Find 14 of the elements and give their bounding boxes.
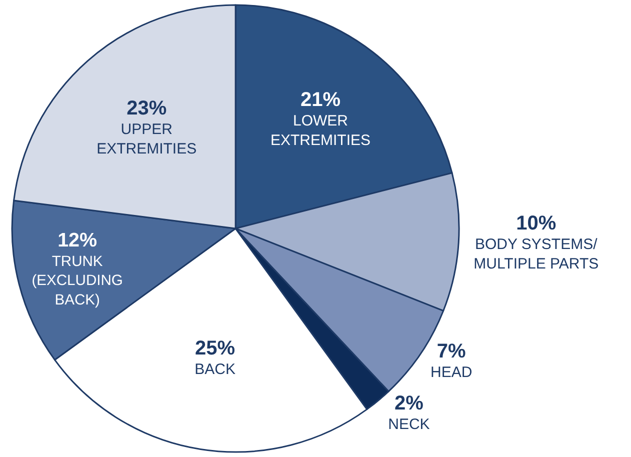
slice-label: TRUNK (EXCLUDING BACK) (32, 254, 123, 308)
slice-label: BACK (194, 361, 236, 378)
slice-label: UPPER EXTREMITIES (96, 121, 197, 158)
data-label: 10% (516, 212, 556, 235)
data-label: 21% (300, 89, 341, 112)
slice-label: LOWER EXTREMITIES (270, 112, 370, 150)
data-label: 12% (58, 230, 98, 252)
slice-label: HEAD (430, 364, 472, 381)
data-label: 25% (195, 338, 236, 360)
data-label: 23% (126, 98, 167, 120)
slice-label: BODY SYSTEMS/ MULTIPLE PARTS (474, 236, 599, 273)
slice-label: NECK (388, 416, 430, 433)
data-label: 7% (436, 340, 466, 362)
data-label: 2% (394, 392, 424, 414)
